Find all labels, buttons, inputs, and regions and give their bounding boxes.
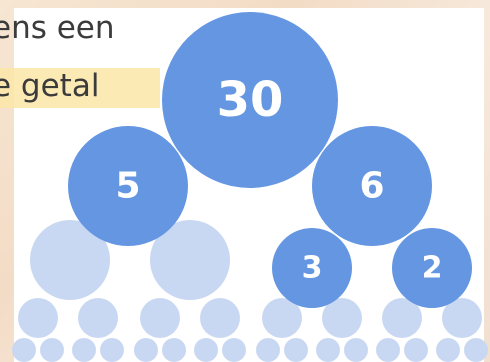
faded-node: [322, 298, 362, 338]
node-2-label: 2: [422, 251, 443, 286]
faded-node: [194, 338, 218, 362]
faded-node: [140, 298, 180, 338]
faded-node: [12, 338, 36, 362]
faded-node: [78, 298, 118, 338]
faded-node: [100, 338, 124, 362]
node-3-label: 3: [302, 251, 323, 286]
faded-node: [222, 338, 246, 362]
active-nodes: [68, 12, 472, 308]
node-2: [392, 228, 472, 308]
root-node: [162, 12, 338, 188]
faded-node: [40, 338, 64, 362]
faded-node: [72, 338, 96, 362]
caption-line-1: ens een: [0, 10, 115, 46]
faded-node: [382, 298, 422, 338]
faded-node: [404, 338, 428, 362]
faded-node: [344, 338, 368, 362]
faded-node: [30, 220, 110, 300]
root-node-label: 30: [217, 72, 284, 128]
node-5: [68, 126, 188, 246]
faded-node: [256, 338, 280, 362]
faded-node: [464, 338, 488, 362]
faded-node: [316, 338, 340, 362]
caption-highlight: [0, 68, 160, 108]
node-3: [272, 228, 352, 308]
faded-node: [284, 338, 308, 362]
node-5-label: 5: [115, 166, 140, 207]
faded-node: [376, 338, 400, 362]
caption-line-2: e getal: [0, 68, 100, 104]
faded-node: [200, 298, 240, 338]
faded-node: [442, 298, 482, 338]
faded-node: [134, 338, 158, 362]
faded-node: [150, 220, 230, 300]
faded-node: [18, 298, 58, 338]
faded-node: [262, 298, 302, 338]
faded-node: [162, 338, 186, 362]
node-6-label: 6: [359, 166, 384, 207]
faded-nodes: [12, 220, 488, 362]
node-6: [312, 126, 432, 246]
faded-node: [436, 338, 460, 362]
